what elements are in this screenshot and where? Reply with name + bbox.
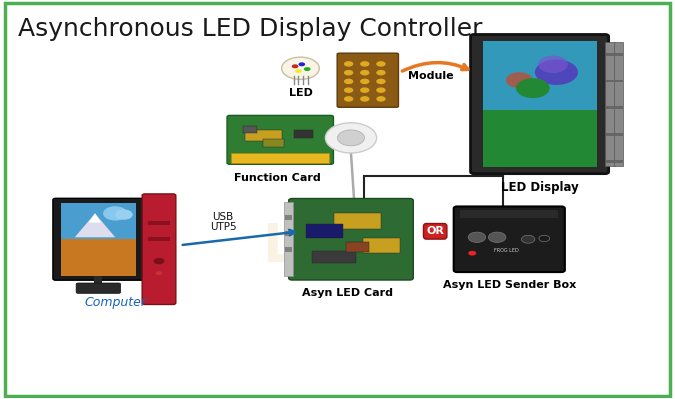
Circle shape	[292, 64, 298, 68]
Text: Asyn LED Sender Box: Asyn LED Sender Box	[443, 280, 576, 290]
Text: Asyn LED Card: Asyn LED Card	[302, 288, 393, 298]
Text: UTP5: UTP5	[210, 222, 236, 232]
FancyBboxPatch shape	[53, 198, 144, 280]
Bar	[606, 80, 614, 83]
Bar	[61, 239, 136, 276]
Bar	[286, 215, 292, 220]
FancyBboxPatch shape	[470, 34, 609, 174]
Bar	[615, 133, 623, 136]
Bar	[245, 130, 282, 142]
Circle shape	[344, 87, 353, 93]
FancyBboxPatch shape	[76, 283, 121, 293]
Circle shape	[156, 271, 163, 275]
Bar	[606, 160, 614, 163]
Text: OR: OR	[426, 226, 444, 236]
Circle shape	[376, 96, 385, 102]
Text: Module: Module	[408, 71, 454, 81]
Circle shape	[115, 209, 133, 220]
Circle shape	[376, 61, 385, 67]
Circle shape	[489, 232, 506, 243]
Bar	[231, 153, 329, 163]
Circle shape	[376, 70, 385, 75]
Bar	[615, 107, 623, 109]
Circle shape	[376, 87, 385, 93]
Circle shape	[538, 55, 568, 73]
Text: USB: USB	[213, 212, 234, 222]
Text: LEBA: LEBA	[262, 221, 413, 273]
Circle shape	[344, 61, 353, 67]
Circle shape	[344, 70, 353, 75]
Bar	[606, 53, 614, 55]
Text: Computer: Computer	[84, 296, 146, 309]
Circle shape	[521, 235, 535, 243]
Circle shape	[539, 235, 549, 242]
Bar	[95, 276, 103, 285]
Bar	[148, 221, 171, 225]
Circle shape	[325, 123, 377, 153]
Bar	[148, 237, 171, 241]
Bar	[61, 203, 136, 239]
Bar	[294, 130, 313, 138]
Circle shape	[516, 78, 549, 98]
Bar	[334, 213, 381, 229]
Circle shape	[360, 61, 369, 67]
Bar	[615, 53, 623, 55]
Bar	[362, 238, 400, 253]
Circle shape	[344, 79, 353, 84]
Circle shape	[338, 130, 364, 146]
Text: Asynchronous LED Display Controller: Asynchronous LED Display Controller	[18, 17, 482, 41]
Bar	[606, 133, 614, 136]
Bar	[615, 80, 623, 83]
Bar	[605, 42, 615, 166]
Bar	[286, 247, 292, 252]
Bar	[483, 111, 597, 167]
Polygon shape	[75, 213, 115, 237]
Circle shape	[376, 79, 385, 84]
Bar	[614, 42, 624, 166]
Circle shape	[103, 206, 128, 221]
FancyBboxPatch shape	[227, 115, 333, 164]
FancyBboxPatch shape	[289, 199, 413, 280]
Text: FROG LED: FROG LED	[493, 248, 518, 253]
Circle shape	[295, 69, 302, 73]
Polygon shape	[89, 213, 101, 223]
Circle shape	[344, 96, 353, 102]
Bar	[242, 126, 257, 134]
Circle shape	[360, 70, 369, 75]
Bar	[346, 242, 369, 252]
Circle shape	[360, 96, 369, 102]
Circle shape	[468, 232, 486, 243]
Bar	[284, 202, 293, 276]
Circle shape	[154, 258, 165, 264]
Bar	[483, 41, 597, 111]
Circle shape	[535, 59, 578, 85]
Circle shape	[298, 62, 305, 66]
Circle shape	[506, 72, 533, 88]
Text: LED Display: LED Display	[501, 181, 578, 194]
Text: LED: LED	[288, 88, 313, 98]
Bar	[460, 210, 558, 218]
Circle shape	[468, 251, 477, 256]
Bar	[313, 251, 356, 263]
Circle shape	[360, 87, 369, 93]
FancyBboxPatch shape	[338, 53, 398, 107]
Bar	[306, 224, 342, 238]
Text: Function Card: Function Card	[234, 173, 320, 183]
Bar	[615, 160, 623, 163]
Circle shape	[304, 67, 310, 71]
Bar	[606, 107, 614, 109]
Circle shape	[281, 57, 319, 79]
Bar	[263, 140, 284, 146]
FancyBboxPatch shape	[142, 194, 176, 304]
FancyBboxPatch shape	[454, 206, 565, 272]
Bar	[286, 231, 292, 236]
Circle shape	[360, 79, 369, 84]
